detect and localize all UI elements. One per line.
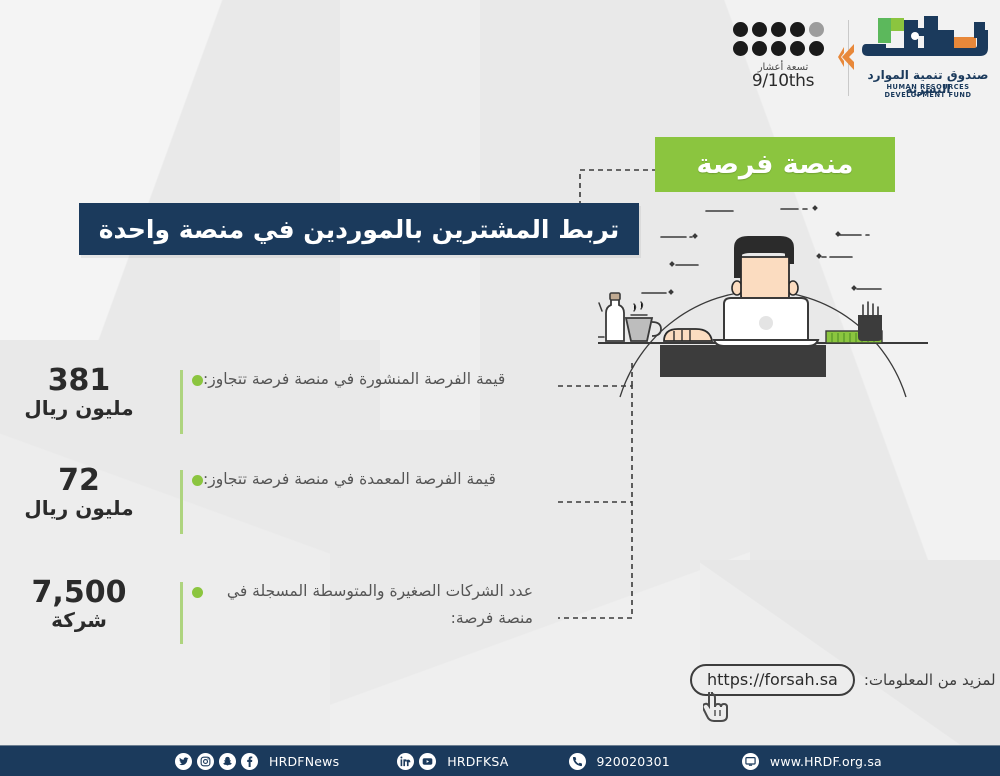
footer-phone-group: 920020301 bbox=[568, 752, 670, 770]
hrdf-wordmark-logo bbox=[862, 16, 988, 56]
filled-dot-icon bbox=[771, 22, 786, 37]
filled-dot-icon bbox=[809, 41, 824, 56]
facebook-icon[interactable] bbox=[241, 752, 258, 770]
hrdf-english-name: HUMAN RESOURCES DEVELOPMENT FUND bbox=[884, 83, 972, 99]
stat-unit: مليون ريال bbox=[24, 496, 134, 520]
orange-chevron-icon bbox=[838, 44, 854, 70]
footer-website-group: www.HRDF.org.sa bbox=[741, 752, 882, 770]
instagram-icon[interactable] bbox=[197, 752, 214, 770]
stat-description-cell: عدد الشركات الصغيرة والمتوسطة المسجلة في… bbox=[183, 578, 600, 632]
stat-value-cell: 72 مليون ريال bbox=[0, 466, 180, 521]
stat-row: قيمة الفرصة المنشورة في منصة فرصة تتجاوز… bbox=[0, 366, 600, 434]
footer-social-group-2: HRDFKSA bbox=[397, 752, 509, 770]
stat-value-cell: 7,500 شركة bbox=[0, 578, 180, 633]
snapchat-icon[interactable] bbox=[219, 752, 236, 770]
green-bullet-icon bbox=[192, 475, 203, 486]
footer-handle-2: HRDFKSA bbox=[447, 753, 509, 769]
twitter-icon[interactable] bbox=[175, 752, 192, 770]
stat-unit: مليون ريال bbox=[24, 396, 134, 420]
filled-dot-icon bbox=[790, 22, 805, 37]
nine-tenths-english: 9/10ths bbox=[751, 71, 815, 91]
linkedin-icon[interactable] bbox=[397, 752, 415, 770]
more-info-block: لمزيد من المعلومات: https://forsah.sa bbox=[690, 664, 996, 696]
dots-row-bottom bbox=[733, 41, 833, 56]
footer-phone: 920020301 bbox=[596, 753, 670, 769]
nine-tenths-badge: تسعة أعشار 9/10ths bbox=[733, 22, 833, 91]
headline-banner: تربط المشترين بالموردين في منصة واحدة bbox=[79, 203, 639, 255]
stat-number: 7,500 bbox=[31, 575, 127, 610]
filled-dot-icon bbox=[752, 22, 767, 37]
stat-value-cell: 381 مليون ريال bbox=[0, 366, 180, 421]
stat-description-cell: قيمة الفرصة المنشورة في منصة فرصة تتجاوز… bbox=[183, 366, 600, 393]
monitor-icon[interactable] bbox=[741, 752, 759, 770]
footer-website: www.HRDF.org.sa bbox=[769, 753, 882, 769]
dots-row-top bbox=[733, 22, 833, 37]
headline-text: تربط المشترين بالموردين في منصة واحدة bbox=[98, 214, 620, 244]
empty-dot-icon bbox=[809, 22, 824, 37]
more-info-label: لمزيد من المعلومات: bbox=[863, 671, 996, 689]
phone-icon[interactable] bbox=[568, 752, 586, 770]
footer-social-group-1: HRDFNews bbox=[175, 752, 340, 770]
filled-dot-icon bbox=[733, 41, 748, 56]
stat-description: عدد الشركات الصغيرة والمتوسطة المسجلة في… bbox=[226, 582, 533, 628]
green-bullet-icon bbox=[192, 375, 203, 386]
stat-divider bbox=[180, 582, 183, 644]
stat-row: عدد الشركات الصغيرة والمتوسطة المسجلة في… bbox=[0, 578, 600, 644]
youtube-icon[interactable] bbox=[419, 752, 437, 770]
stat-divider bbox=[180, 470, 183, 534]
green-bullet-icon bbox=[192, 587, 203, 598]
filled-dot-icon bbox=[771, 41, 786, 56]
platform-badge-label: منصة فرصة bbox=[696, 149, 854, 180]
stat-description: قيمة الفرصة المعمدة في منصة فرصة تتجاوز: bbox=[203, 470, 496, 488]
stat-divider bbox=[180, 370, 183, 434]
filled-dot-icon bbox=[790, 41, 805, 56]
stat-unit: شركة bbox=[51, 608, 107, 632]
steam-icon bbox=[630, 301, 648, 316]
platform-badge: منصة فرصة bbox=[655, 137, 895, 192]
stat-number: 72 bbox=[58, 463, 100, 498]
stat-row: قيمة الفرصة المعمدة في منصة فرصة تتجاوز:… bbox=[0, 466, 600, 534]
filled-dot-icon bbox=[733, 22, 748, 37]
footer-handle-1: HRDFNews bbox=[269, 753, 340, 769]
brand-header: تسعة أعشار 9/10ths صندوق تنمية الموارد ا… bbox=[0, 0, 1000, 118]
stat-description: قيمة الفرصة المنشورة في منصة فرصة تتجاوز… bbox=[203, 370, 506, 388]
hand-cursor-icon bbox=[703, 692, 728, 722]
footer-bar: HRDFNews HRDFKSA 920020301 www.HRDF.org.… bbox=[0, 745, 1000, 776]
filled-dot-icon bbox=[752, 41, 767, 56]
stat-description-cell: قيمة الفرصة المعمدة في منصة فرصة تتجاوز: bbox=[183, 466, 600, 493]
stat-number: 381 bbox=[47, 363, 111, 398]
